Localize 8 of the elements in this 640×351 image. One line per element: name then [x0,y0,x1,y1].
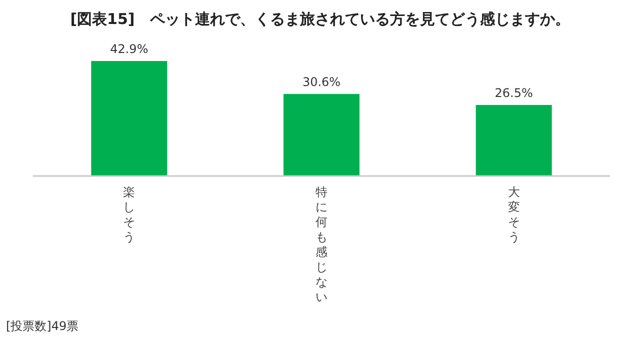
data-label: 30.6% [302,74,341,89]
chart-title: [図表15] ペット連れで、くるま旅されている方を見てどう感じますか。 [70,10,570,28]
x-tick-label: 特に何も感じない [316,185,328,304]
text: [投票数]49票 [6,319,79,333]
data-label: 42.9% [110,42,148,56]
data-label: 26.5% [494,86,533,100]
x-tick-label: 楽しそう [123,185,136,244]
x-tick-label: 大変そう [508,185,520,244]
